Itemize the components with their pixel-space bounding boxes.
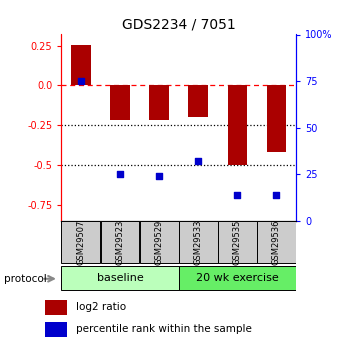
Title: GDS2234 / 7051: GDS2234 / 7051 [122,18,236,32]
Bar [45,299,67,315]
Point [117,171,123,177]
Bar [71,45,91,86]
Point [195,158,201,164]
Text: log2 ratio: log2 ratio [76,302,126,312]
Bar [188,86,208,117]
Text: baseline: baseline [97,273,143,283]
Text: GSM29523: GSM29523 [116,220,125,265]
Text: protocol: protocol [4,274,46,284]
FancyBboxPatch shape [61,266,179,290]
Bar [267,86,286,152]
Point [78,78,84,84]
Point [274,192,279,197]
Text: GSM29529: GSM29529 [155,220,164,265]
Point [156,173,162,179]
Text: GSM29535: GSM29535 [233,220,242,265]
Point [235,192,240,197]
FancyBboxPatch shape [140,221,179,264]
Bar [110,86,130,120]
FancyBboxPatch shape [179,266,296,290]
Text: GSM29507: GSM29507 [77,220,86,265]
FancyBboxPatch shape [101,221,139,264]
Bar [149,86,169,120]
Text: GSM29536: GSM29536 [272,220,281,265]
FancyBboxPatch shape [257,221,296,264]
FancyBboxPatch shape [218,221,257,264]
Text: 20 wk exercise: 20 wk exercise [196,273,279,283]
Text: percentile rank within the sample: percentile rank within the sample [76,324,252,334]
Bar [45,322,67,337]
FancyBboxPatch shape [61,221,100,264]
FancyBboxPatch shape [179,221,218,264]
Text: GSM29533: GSM29533 [194,220,203,265]
Bar [227,86,247,165]
